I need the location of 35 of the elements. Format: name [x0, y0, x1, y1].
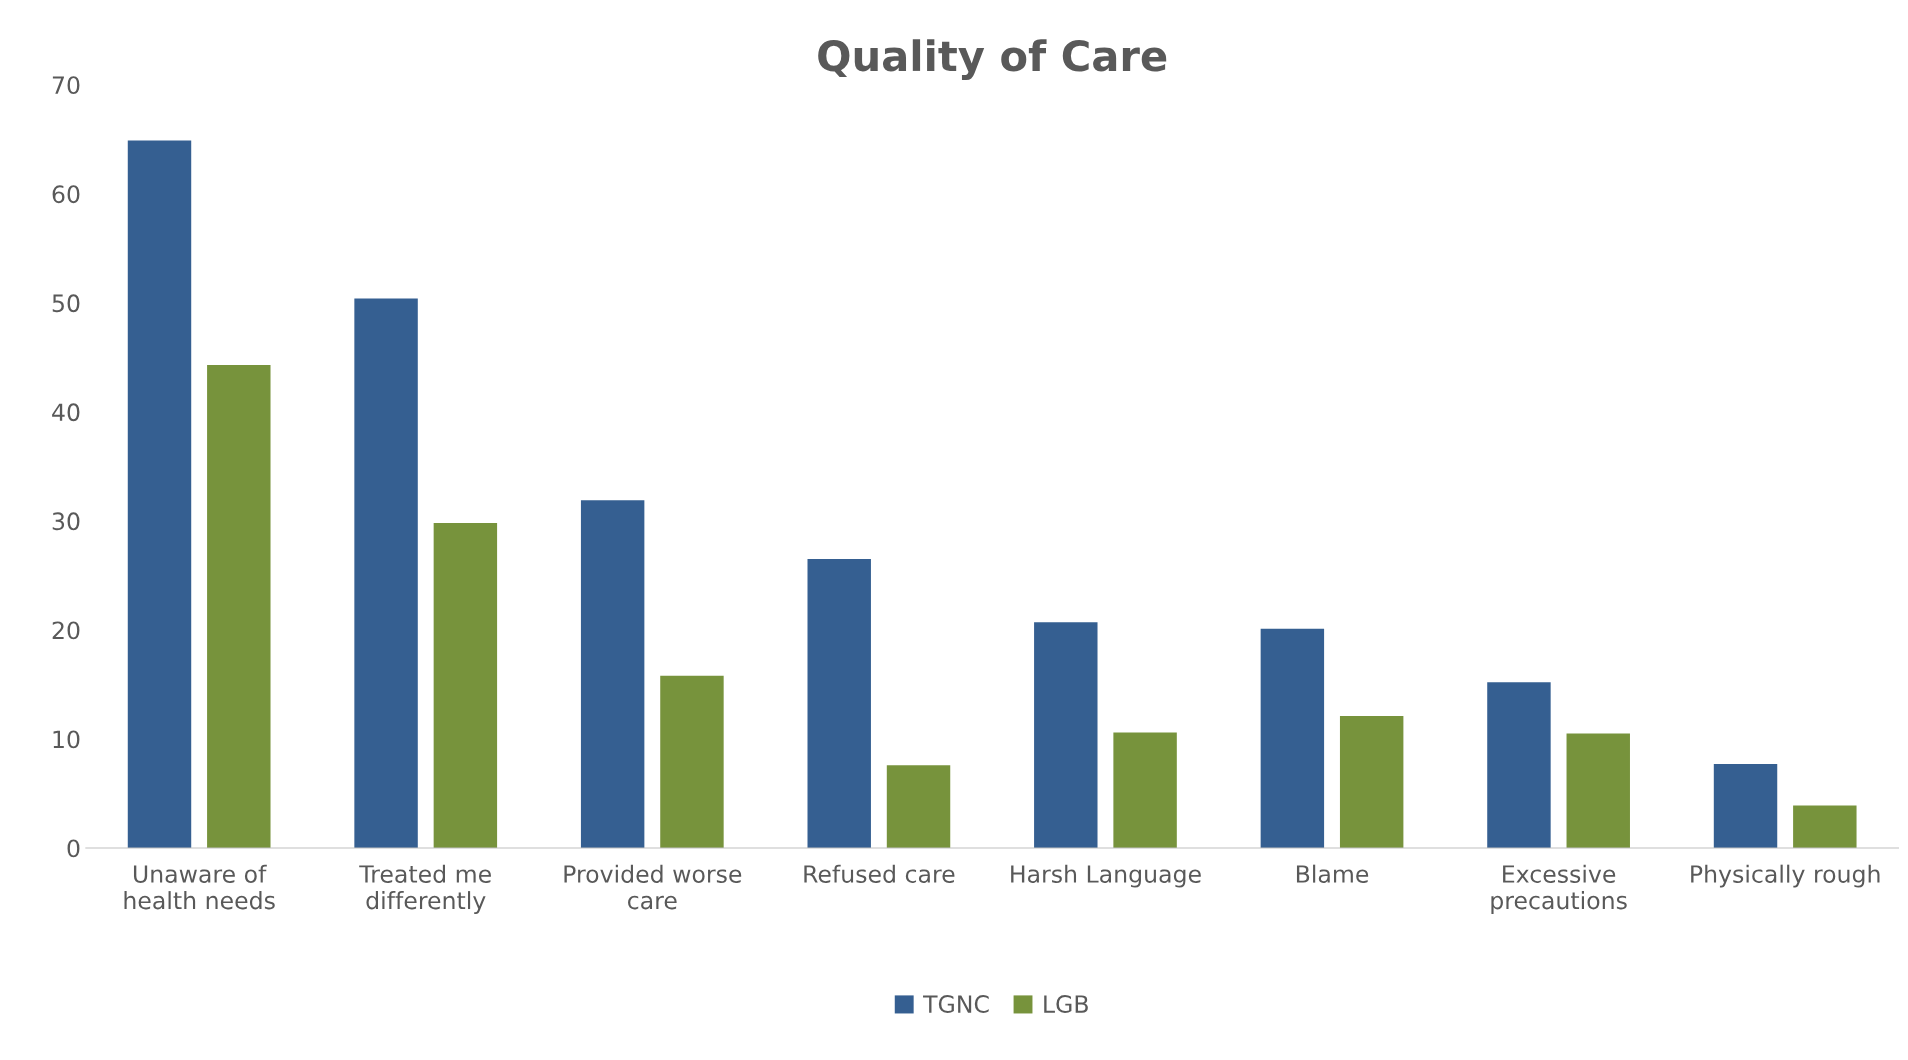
y-tick-label: 10 [53, 730, 80, 749]
legend-label: LGB [1044, 995, 1088, 1013]
x-tick-label: Harsh Language [1011, 864, 1201, 888]
y-tick-label: 50 [52, 294, 80, 313]
y-tick-label: 40 [52, 403, 80, 422]
x-tick-label: Excessive precautions [1491, 864, 1627, 914]
x-tick-label: Unaware of health needs [124, 864, 275, 910]
bar [580, 500, 645, 848]
bar [207, 365, 271, 848]
bar [354, 298, 418, 848]
y-tick-label: 70 [52, 76, 80, 95]
bar [807, 559, 871, 848]
bar [1713, 764, 1778, 848]
y-tick-label: 30 [52, 512, 80, 531]
bar [1566, 733, 1630, 848]
y-tick-label: 0 [67, 839, 80, 858]
bar [127, 140, 192, 848]
x-tick-label: Treated me differently [359, 864, 491, 914]
bar [886, 765, 951, 848]
bar [1793, 805, 1857, 848]
x-tick-label: Refused care [804, 864, 955, 883]
bar [660, 675, 724, 848]
chart-title: Quality of Care [818, 39, 1167, 80]
bar [1487, 682, 1551, 848]
y-tick-label: 20 [52, 621, 80, 640]
bar [1113, 732, 1177, 848]
bar [1260, 628, 1325, 848]
x-tick-label: Physically rough [1691, 864, 1880, 888]
x-tick-label: Provided worse care [564, 864, 742, 910]
y-tick-label: 60 [52, 185, 80, 204]
bar [1034, 622, 1098, 848]
legend-label: TGNC [923, 995, 989, 1013]
bar [433, 523, 498, 848]
x-tick-label: Blame [1296, 864, 1369, 883]
bar [1339, 716, 1404, 848]
